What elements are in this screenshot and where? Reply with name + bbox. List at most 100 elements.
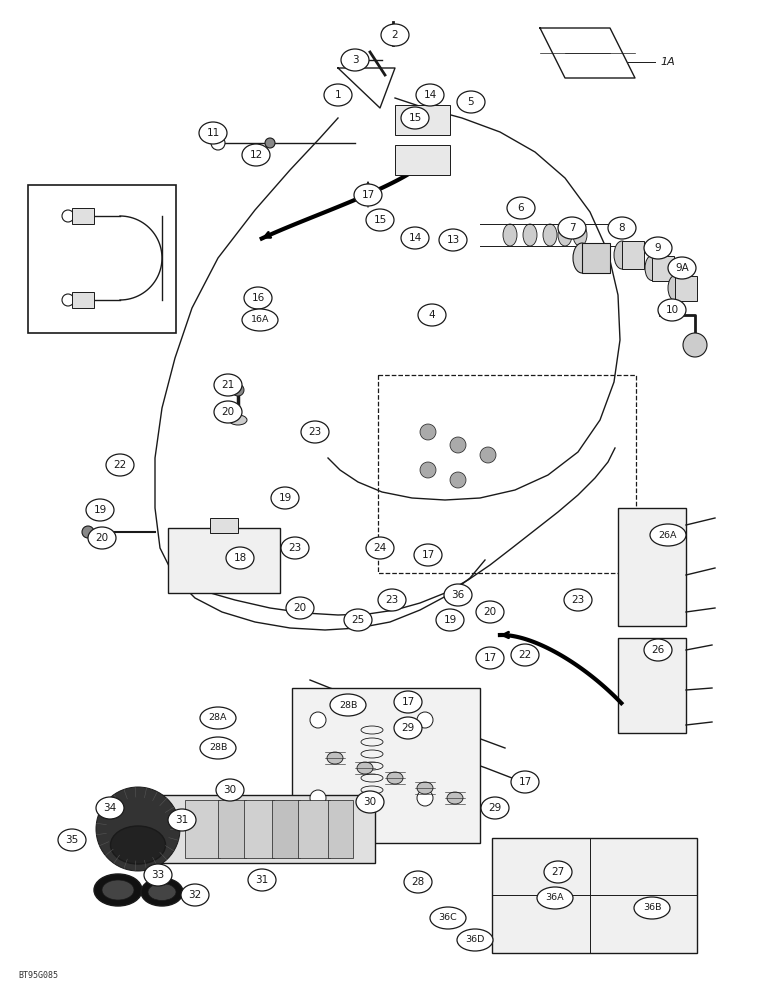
Text: 29: 29 <box>489 803 502 813</box>
Bar <box>210 518 238 533</box>
Text: 20: 20 <box>96 533 109 543</box>
Circle shape <box>450 472 466 488</box>
Text: 31: 31 <box>256 875 269 885</box>
Circle shape <box>417 790 433 806</box>
Circle shape <box>450 437 466 453</box>
Bar <box>675 276 697 301</box>
Circle shape <box>420 462 436 478</box>
Ellipse shape <box>86 499 114 521</box>
Ellipse shape <box>544 861 572 883</box>
Text: 3: 3 <box>352 55 358 65</box>
Bar <box>298 800 330 858</box>
Text: 8: 8 <box>618 223 625 233</box>
Ellipse shape <box>286 597 314 619</box>
Bar <box>328 800 353 858</box>
Ellipse shape <box>564 589 592 611</box>
Ellipse shape <box>414 544 442 566</box>
Text: 28B: 28B <box>208 744 227 752</box>
Ellipse shape <box>503 224 517 246</box>
Bar <box>28 185 176 333</box>
Text: 26A: 26A <box>659 530 677 540</box>
Ellipse shape <box>354 184 382 206</box>
Ellipse shape <box>244 287 272 309</box>
Ellipse shape <box>200 707 236 729</box>
Ellipse shape <box>558 217 586 239</box>
Text: 19: 19 <box>279 493 292 503</box>
Text: 19: 19 <box>93 505 107 515</box>
Text: 15: 15 <box>408 113 422 123</box>
Text: 5: 5 <box>468 97 474 107</box>
Bar <box>168 528 280 593</box>
Ellipse shape <box>644 237 672 259</box>
Text: 22: 22 <box>113 460 127 470</box>
Text: 36D: 36D <box>466 936 485 944</box>
Ellipse shape <box>418 304 446 326</box>
Ellipse shape <box>94 874 142 906</box>
Ellipse shape <box>511 771 539 793</box>
Ellipse shape <box>214 374 242 396</box>
Ellipse shape <box>242 309 278 331</box>
Ellipse shape <box>141 878 183 906</box>
Text: 28B: 28B <box>339 700 357 710</box>
Text: 1A: 1A <box>660 57 675 67</box>
Bar <box>622 241 644 269</box>
Text: 4: 4 <box>428 310 435 320</box>
Ellipse shape <box>378 589 406 611</box>
Text: 36A: 36A <box>546 894 564 902</box>
Circle shape <box>417 712 433 728</box>
Text: 34: 34 <box>103 803 117 813</box>
Circle shape <box>96 787 180 871</box>
Ellipse shape <box>248 869 276 891</box>
Text: 13: 13 <box>446 235 459 245</box>
Ellipse shape <box>199 122 227 144</box>
Ellipse shape <box>608 217 636 239</box>
Ellipse shape <box>573 224 587 246</box>
Text: 20: 20 <box>483 607 496 617</box>
Bar <box>395 145 450 175</box>
Circle shape <box>420 424 436 440</box>
Ellipse shape <box>356 791 384 813</box>
Text: 33: 33 <box>151 870 164 880</box>
Text: 6: 6 <box>518 203 524 213</box>
Text: 23: 23 <box>385 595 398 605</box>
Ellipse shape <box>366 209 394 231</box>
Ellipse shape <box>444 584 472 606</box>
Circle shape <box>310 790 326 806</box>
Bar <box>72 292 94 308</box>
Circle shape <box>211 136 225 150</box>
Text: 11: 11 <box>206 128 219 138</box>
Bar <box>272 800 300 858</box>
Text: 19: 19 <box>443 615 456 625</box>
Bar <box>185 800 220 858</box>
Ellipse shape <box>168 809 196 831</box>
Text: 36B: 36B <box>643 904 662 912</box>
Bar <box>618 508 686 626</box>
Ellipse shape <box>96 797 124 819</box>
Ellipse shape <box>614 241 630 269</box>
Ellipse shape <box>181 884 209 906</box>
Text: 17: 17 <box>401 697 415 707</box>
Ellipse shape <box>394 717 422 739</box>
Bar <box>292 688 480 843</box>
Ellipse shape <box>200 737 236 759</box>
Ellipse shape <box>281 537 309 559</box>
Ellipse shape <box>476 601 504 623</box>
Text: 17: 17 <box>483 653 496 663</box>
Text: 32: 32 <box>188 890 201 900</box>
Text: 9A: 9A <box>676 263 689 273</box>
Ellipse shape <box>439 229 467 251</box>
Text: 1: 1 <box>335 90 341 100</box>
Text: 20: 20 <box>293 603 306 613</box>
Text: 22: 22 <box>518 650 532 660</box>
Ellipse shape <box>644 639 672 661</box>
Text: 29: 29 <box>401 723 415 733</box>
Ellipse shape <box>330 694 366 716</box>
Text: 18: 18 <box>233 553 246 563</box>
Ellipse shape <box>226 547 254 569</box>
Ellipse shape <box>507 197 535 219</box>
Text: 15: 15 <box>374 215 387 225</box>
Text: 28A: 28A <box>208 714 227 722</box>
Ellipse shape <box>214 401 242 423</box>
Ellipse shape <box>366 537 394 559</box>
Ellipse shape <box>523 224 537 246</box>
